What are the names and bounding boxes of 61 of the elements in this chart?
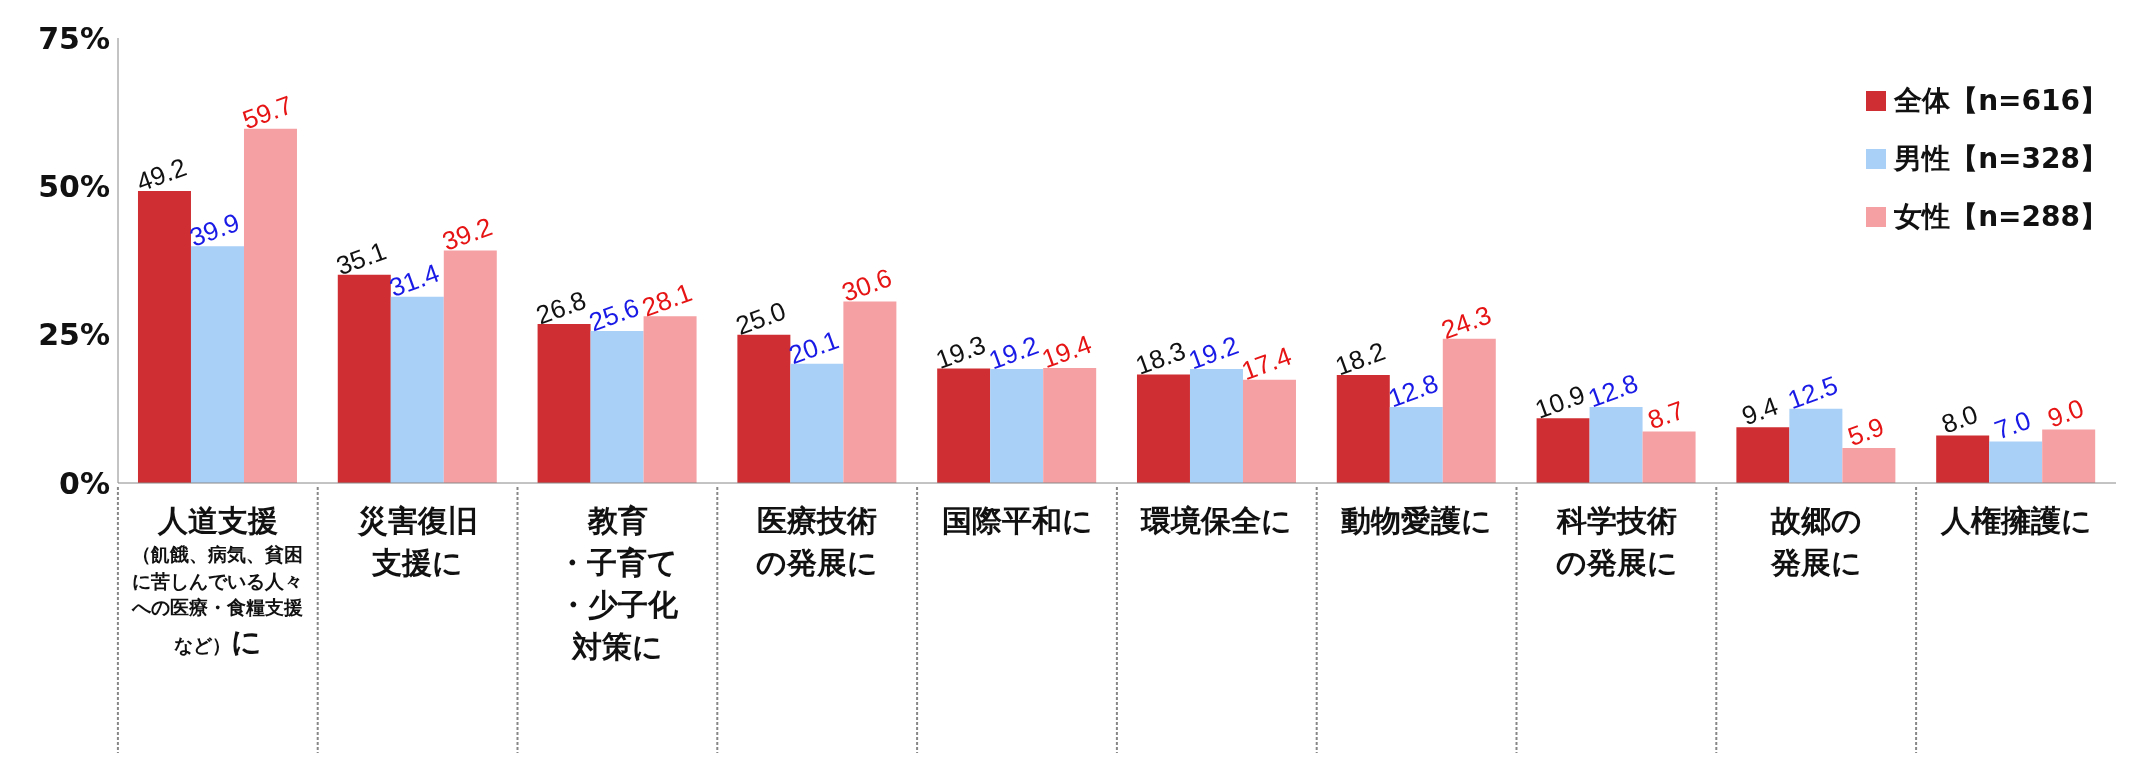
data-label: 8.7 — [1643, 394, 1689, 436]
bar — [1336, 375, 1390, 483]
bar — [137, 191, 191, 483]
legend-label: 女性【n=288】 — [1894, 199, 2108, 235]
bar — [2042, 429, 2096, 483]
bar — [1536, 418, 1590, 483]
x-tick-label: 人道支援（飢餓、病気、貧困に苦しんでいる人々への医療・食糧支援など）に — [131, 502, 304, 660]
bar — [1936, 435, 1990, 483]
bar — [337, 274, 391, 483]
x-tick-label: 災害復旧支援に — [356, 502, 478, 580]
y-tick-label: 50% — [38, 168, 110, 204]
bar — [1242, 379, 1296, 483]
bar — [1442, 338, 1496, 483]
bar — [243, 128, 297, 483]
bar — [590, 331, 644, 483]
bar — [737, 334, 791, 483]
bar — [390, 296, 444, 483]
bar — [1043, 367, 1097, 483]
bar — [1736, 427, 1790, 483]
data-label: 35.1 — [332, 235, 391, 282]
bar — [1189, 369, 1243, 483]
x-tick-label: 環境保全に — [1140, 502, 1293, 538]
data-label: 24.3 — [1437, 299, 1496, 346]
data-label: 8.0 — [1937, 398, 1982, 440]
y-tick-label: 0% — [59, 465, 110, 501]
legend-label: 男性【n=328】 — [1894, 141, 2108, 177]
bar — [990, 369, 1044, 483]
bar — [790, 363, 844, 483]
x-tick-label: 科学技術の発展に — [1555, 502, 1678, 580]
bar — [1989, 441, 2043, 483]
x-tick-label: 教育・子育て・少子化対策に — [557, 502, 679, 664]
bar — [643, 316, 697, 483]
bar — [1642, 431, 1696, 483]
data-label: 59.7 — [238, 89, 297, 136]
data-label: 9.0 — [2043, 392, 2088, 434]
bar — [1589, 407, 1643, 483]
bar — [537, 323, 591, 483]
data-label: 7.0 — [1990, 404, 2035, 446]
bar — [1789, 408, 1843, 483]
x-tick-label: 動物愛護に — [1341, 502, 1493, 538]
bar — [1389, 407, 1443, 483]
data-label: 12.5 — [1783, 369, 1842, 416]
bar — [190, 246, 244, 483]
bar — [1136, 374, 1190, 483]
data-label: 39.9 — [185, 207, 244, 253]
data-label: 49.2 — [132, 151, 191, 198]
bar — [937, 368, 991, 483]
bar — [843, 301, 897, 483]
data-label: 9.4 — [1737, 390, 1782, 432]
y-tick-label: 25% — [38, 317, 110, 353]
data-label: 30.6 — [837, 262, 896, 308]
legend-label: 全体【n=616】 — [1894, 83, 2108, 119]
x-tick-label: 人権擁護に — [1939, 502, 2092, 538]
data-label: 5.9 — [1843, 411, 1888, 452]
bar — [443, 250, 497, 483]
y-tick-label: 75% — [38, 20, 110, 56]
x-tick-label: 故郷の発展に — [1769, 502, 1862, 580]
data-label: 39.2 — [438, 211, 497, 257]
x-tick-label: 医療技術の発展に — [756, 502, 879, 580]
bar — [1842, 447, 1896, 483]
x-tick-label: 国際平和に — [941, 502, 1093, 538]
